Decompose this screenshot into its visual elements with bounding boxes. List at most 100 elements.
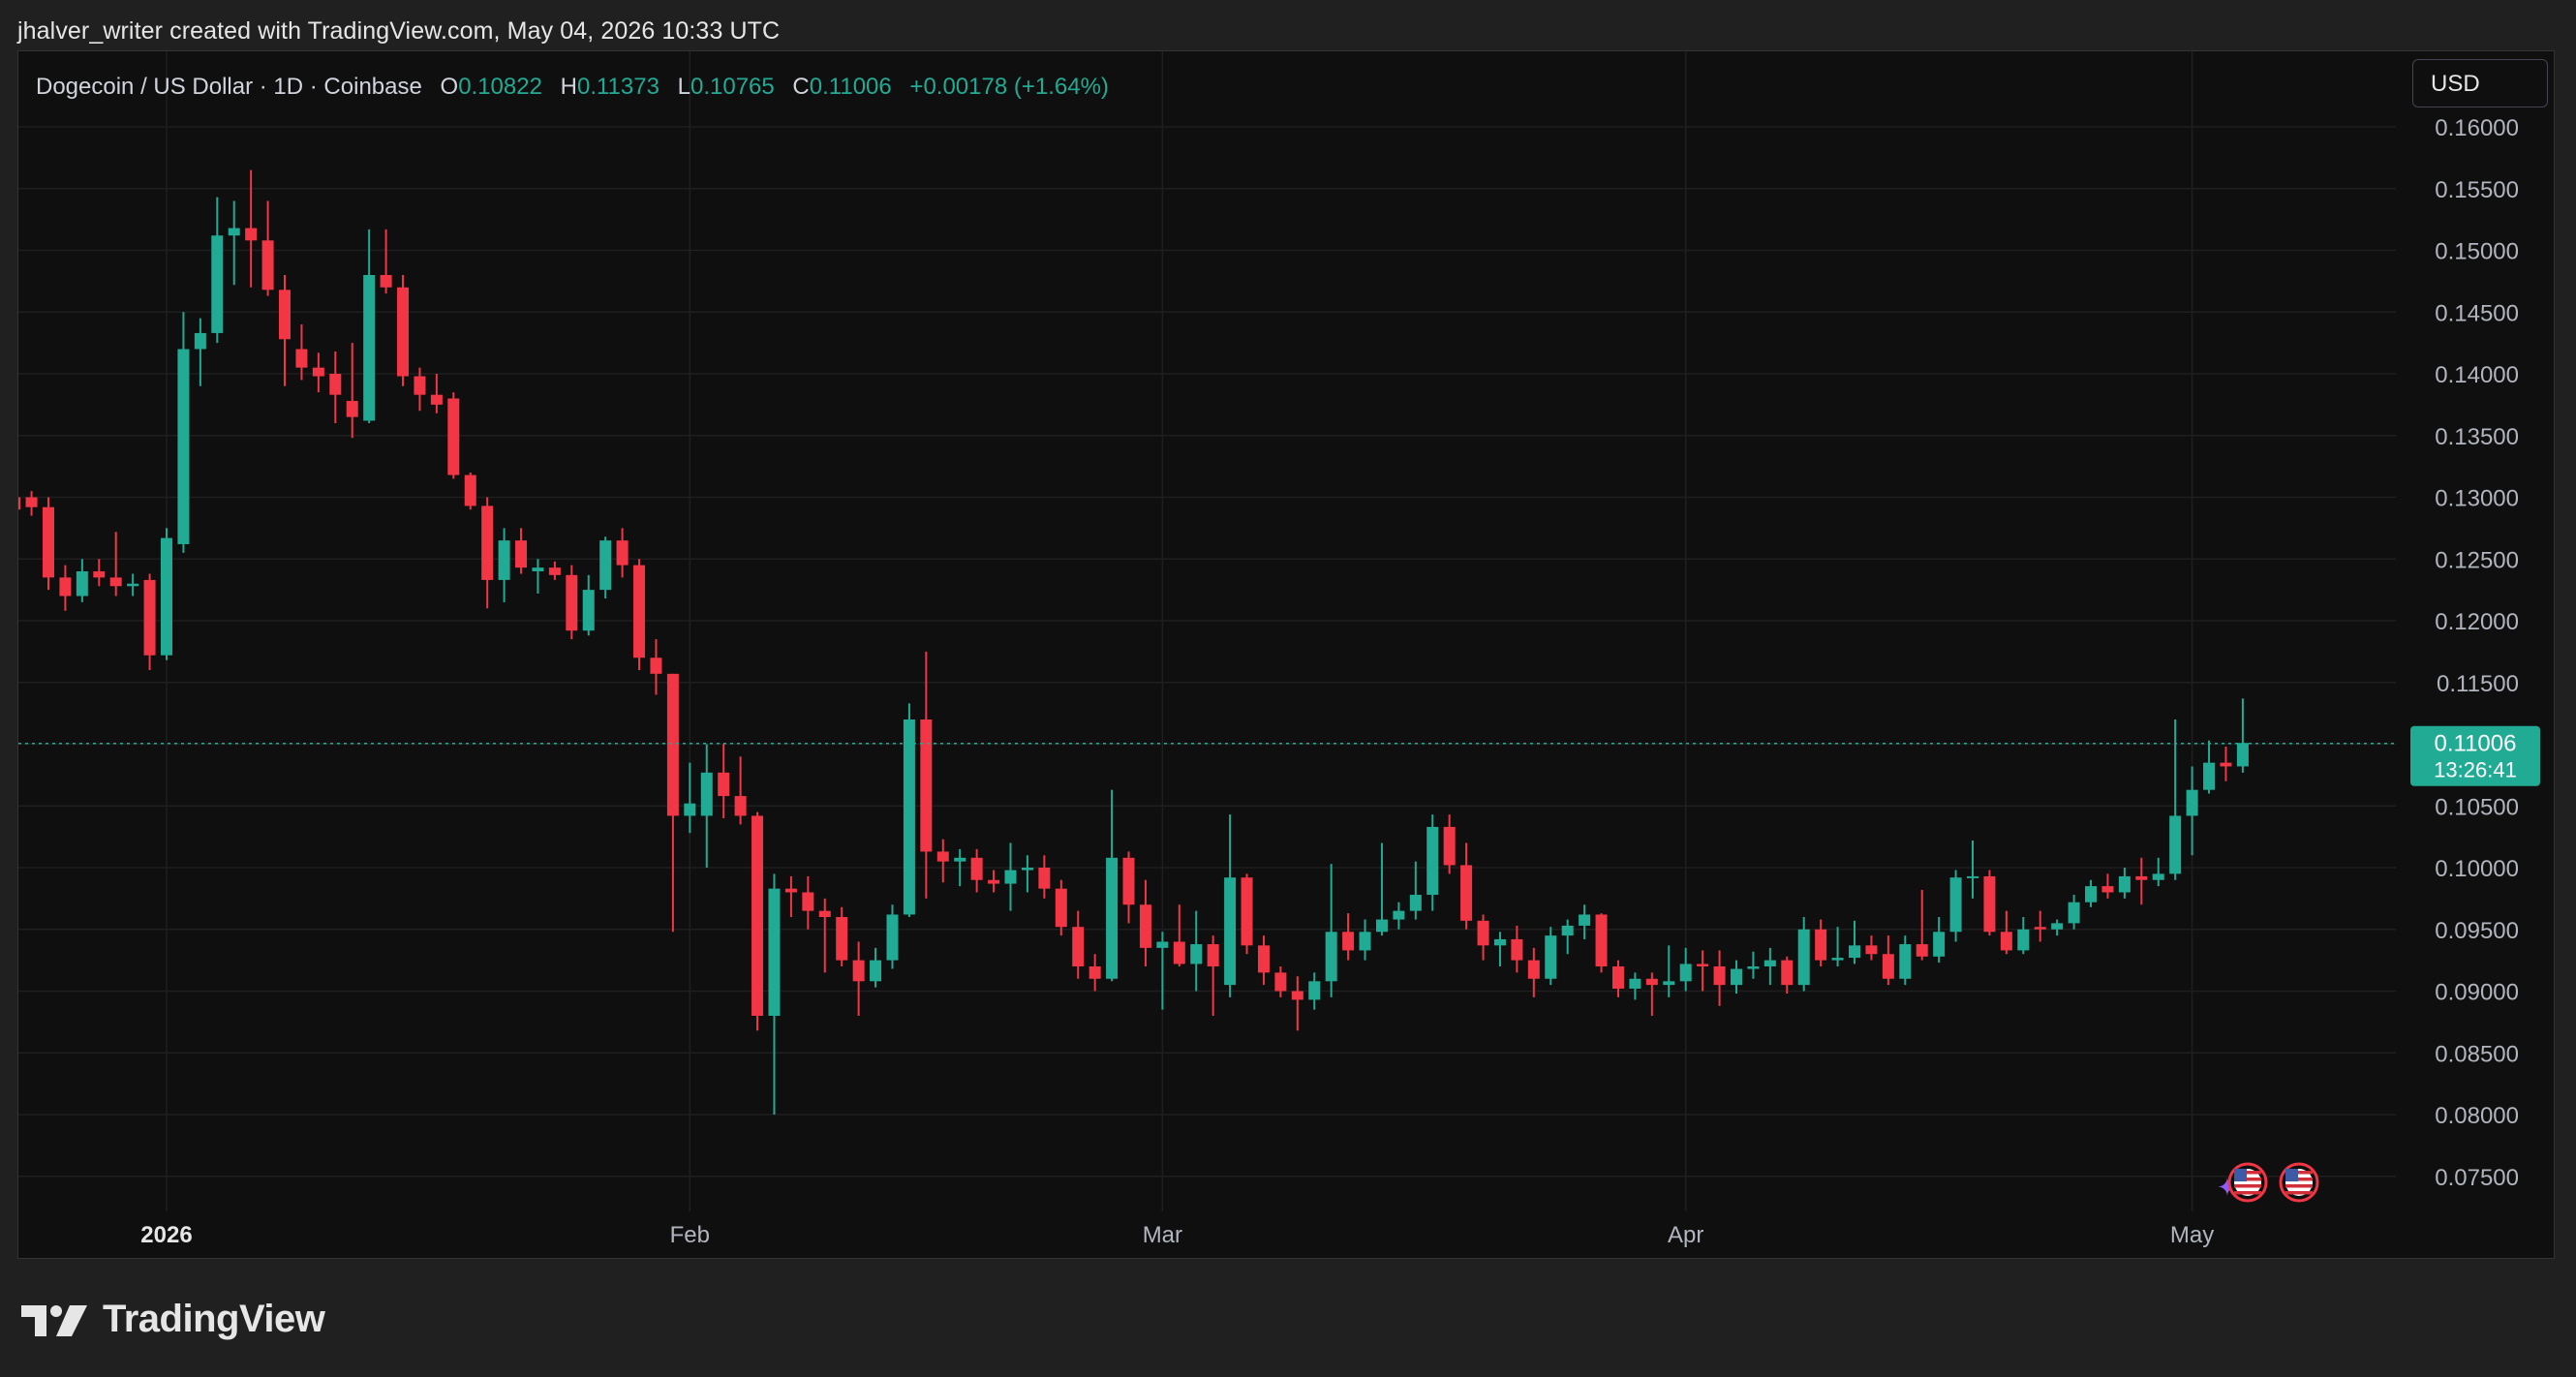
candle: [1645, 972, 1658, 1016]
candle: [481, 497, 494, 609]
candle: [936, 839, 949, 883]
candle-body: [2135, 875, 2148, 880]
candle: [1325, 864, 1337, 997]
candle: [2017, 917, 2030, 955]
x-tick-label: May: [2170, 1222, 2214, 1248]
candle: [1021, 855, 1033, 893]
candle-body: [784, 888, 797, 893]
candle: [261, 200, 274, 296]
candle-body: [734, 796, 747, 816]
candle-body: [870, 960, 882, 982]
candle: [1579, 904, 1591, 939]
candle-body: [751, 815, 764, 1016]
us-flag-event-icon[interactable]: [2227, 1162, 2268, 1203]
candle-body: [1797, 929, 1810, 986]
candle: [1106, 789, 1119, 982]
currency-button[interactable]: USD: [2412, 59, 2548, 107]
y-tick-label: 0.12500: [2435, 547, 2519, 573]
candle: [751, 811, 764, 1031]
candle: [1511, 925, 1523, 973]
candlestick-chart[interactable]: 0.16000 0.15500 0.15000 0.14500 0.14000 0.135…: [18, 51, 2555, 1259]
candle-body: [936, 851, 949, 862]
candle: [1899, 935, 1912, 986]
candle-body: [2034, 927, 2046, 930]
candle-body: [2152, 873, 2164, 880]
candle-body: [1882, 954, 1894, 979]
candle: [18, 497, 21, 510]
candle: [59, 565, 72, 611]
us-flag-event-icon[interactable]: [2279, 1162, 2319, 1203]
candle-body: [498, 540, 510, 580]
y-tick-label: 0.09500: [2435, 918, 2519, 944]
low-value: 0.10765: [690, 74, 775, 100]
candle: [2051, 919, 2064, 936]
candle: [464, 473, 476, 510]
candle-body: [76, 571, 88, 597]
chart-background: [18, 51, 2554, 1258]
candle: [2169, 719, 2182, 880]
candle: [42, 497, 54, 591]
change-value: +0.00178 (+1.64%): [909, 74, 1109, 100]
candle: [1865, 935, 1878, 961]
candle-body: [1359, 932, 1371, 951]
candle-body: [177, 349, 190, 544]
candle: [2186, 766, 2198, 856]
tradingview-logo[interactable]: TradingView: [21, 1298, 325, 1341]
candle-body: [346, 401, 358, 417]
candle: [1342, 913, 1355, 961]
candle-body: [768, 888, 781, 1016]
high-label: H: [560, 74, 577, 100]
candle-body: [1527, 960, 1540, 979]
candle-body: [1645, 978, 1658, 986]
x-tick-label: Mar: [1143, 1222, 1182, 1248]
candle-body: [245, 228, 258, 241]
candle-body: [515, 540, 528, 568]
y-tick-label: 0.09000: [2435, 980, 2519, 1006]
candle: [1375, 842, 1388, 936]
candle-body: [548, 567, 561, 575]
candle: [1815, 919, 1827, 966]
candle: [1561, 919, 1574, 955]
candle: [2135, 857, 2148, 905]
candle-body: [1511, 938, 1523, 961]
candle-body: [42, 506, 54, 578]
candle-body: [1815, 929, 1827, 961]
candle-body: [1730, 968, 1742, 986]
candle-body: [650, 658, 662, 674]
close-value: 0.11006: [809, 74, 892, 100]
candle-body: [380, 275, 392, 288]
candle: [836, 906, 848, 966]
chart-pane[interactable]: 0.16000 0.15500 0.15000 0.14500 0.14000 0.135…: [17, 50, 2555, 1259]
candle-body: [1325, 932, 1337, 982]
candle: [109, 532, 122, 597]
candle-body: [1460, 865, 1473, 921]
candle: [1359, 919, 1371, 961]
candle-body: [718, 772, 730, 797]
candle: [532, 559, 544, 594]
candle: [784, 875, 797, 917]
candle-body: [1949, 877, 1962, 933]
candle: [397, 275, 410, 386]
candle-body: [127, 583, 139, 587]
candle: [1190, 910, 1203, 992]
candle: [1460, 842, 1473, 930]
candle: [1224, 814, 1237, 997]
candle-body: [397, 287, 410, 377]
candle: [1679, 947, 1692, 992]
candle: [1697, 950, 1709, 992]
candle-body: [2186, 789, 2198, 816]
candle: [700, 744, 713, 868]
candle: [2220, 747, 2232, 781]
candle-body: [1342, 932, 1355, 951]
candle-body: [1831, 958, 1844, 961]
candle-body: [1983, 875, 1996, 933]
candle-body: [954, 857, 966, 862]
candle-body: [920, 719, 933, 852]
symbol-legend: Dogecoin / US Dollar · 1D · Coinbase O0.…: [36, 74, 1109, 101]
flag-stripe: [2234, 1178, 2261, 1181]
candle-body: [363, 275, 376, 421]
flag-stripe: [2285, 1191, 2313, 1195]
candle: [2101, 873, 2114, 899]
chart-caption: jhalver_writer created with TradingView.…: [17, 17, 781, 45]
